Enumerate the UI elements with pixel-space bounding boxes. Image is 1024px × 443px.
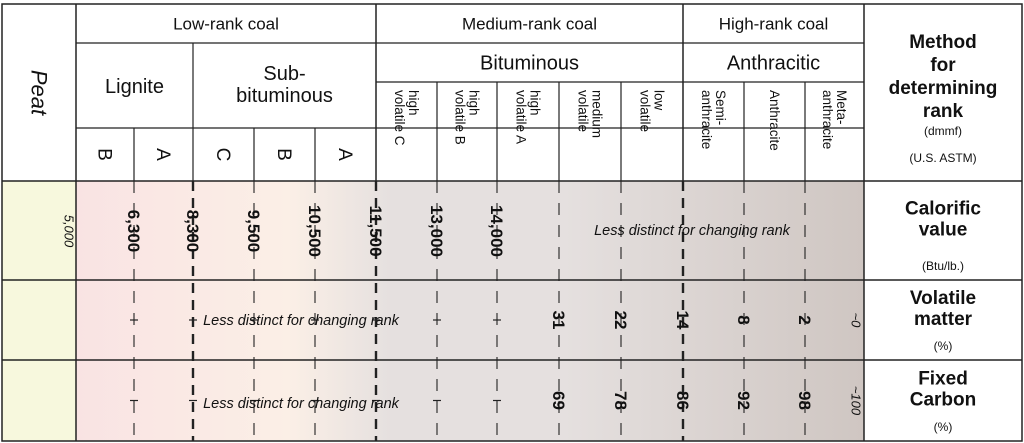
rank-7: highvolatile A [514,90,543,144]
subgroup-lignite: Lignite [105,76,164,98]
rank-12: Meta-anthracite [820,90,849,149]
rank-10: Semi-anthracite [699,90,728,149]
volatile-note: Less distinct for changing rank [203,313,400,329]
calorific-value-4: 10,500 [305,205,324,257]
calorific-value-0: 5,000 [61,215,76,248]
subgroup-anthracitic: Anthracitic [727,53,820,75]
row-unit-2: (%) [934,420,953,434]
carbon-value-3: 92 [734,391,753,410]
method-standard: (U.S. ASTM) [909,151,976,165]
carbon-value-5: ~100 [848,386,863,416]
rank-1: A [152,148,173,161]
rank-3: B [273,148,294,161]
calorific-value-7: 14,000 [487,205,506,257]
carbon-value-4: 98 [795,391,814,410]
carbon-value-0: 69 [549,391,568,410]
rank-gradient-band [76,181,864,441]
row-title-1: Volatile matter [910,288,976,330]
table-grid [1,3,1023,442]
group-medium-rank: Medium-rank coal [462,14,597,33]
table-text: Low-rank coal Medium-rank coal High-rank c… [26,14,997,434]
rank-4: A [334,148,355,161]
volatile-value-0: 31 [549,311,568,330]
volatile-value-1: 22 [611,311,630,330]
volatile-value-2: 14 [673,311,692,330]
method-title: Method for determining rank [889,32,998,122]
subgroup-bituminous: Bituminous [480,53,579,75]
rank-11: Anthracite [767,90,782,151]
rank-5: highvolatile C [392,90,421,146]
calorific-value-2: 8,300 [183,210,202,253]
row-unit-0: (Btu/lb.) [922,259,964,273]
rank-8: mediumvolatile [576,90,605,138]
rank-6: highvolatile B [453,90,482,145]
calorific-value-6: 13,000 [427,205,446,257]
background-shading [2,181,864,441]
rank-2: C [212,148,233,162]
carbon-value-1: 78 [611,391,630,410]
calorific-value-1: 6,300 [124,210,143,253]
calorific-value-5: 11,500 [366,205,385,256]
volatile-value-3: 8 [734,315,753,324]
peat-label: Peat [26,70,51,116]
row-unit-1: (%) [934,339,953,353]
volatile-value-5: ~0 [848,313,863,329]
carbon-value-2: 86 [673,391,692,410]
row-title-0: Calorific value [905,199,981,241]
carbon-note: Less distinct for changing rank [203,396,400,412]
peat-band [2,181,76,441]
outer-border [1,3,1023,442]
rank-9: lowvolatile [638,90,667,132]
volatile-value-4: 2 [795,315,814,324]
method-basis: (dmmf) [924,124,962,138]
group-high-rank: High-rank coal [719,14,829,33]
subgroup-subbituminous: Sub-bituminous [236,63,333,107]
group-low-rank: Low-rank coal [173,14,279,33]
calorific-note: Less distinct for changing rank [594,223,791,239]
rank-0: B [93,148,114,161]
row-title-2: Fixed Carbon [910,369,977,411]
calorific-value-3: 9,500 [244,210,263,253]
